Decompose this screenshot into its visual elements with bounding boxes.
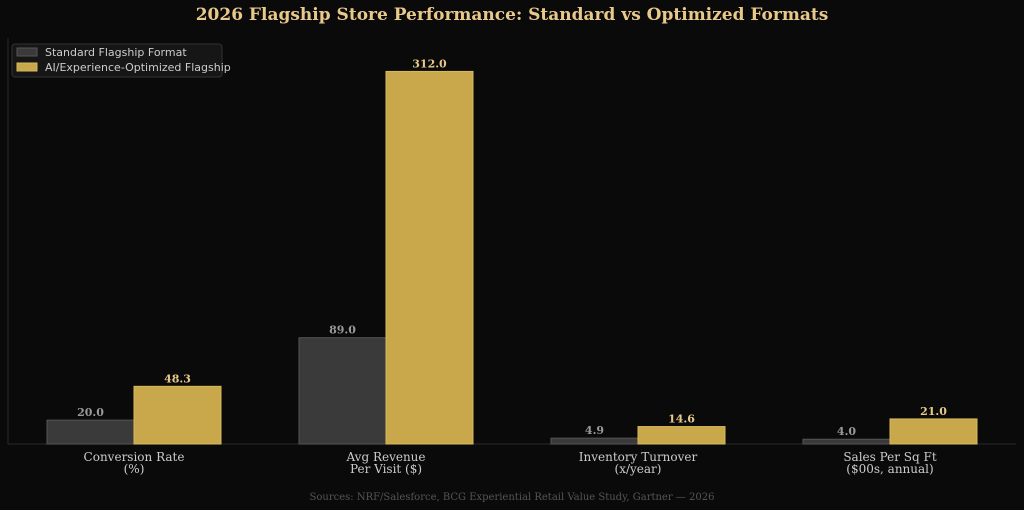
value-label-standard-1: 89.0 (329, 324, 356, 337)
x-tick-label-0-line-0: Conversion Rate (84, 450, 185, 464)
legend-box (11, 43, 223, 78)
value-labels-group: 20.0 48.3 89.0 312.0 4.9 14.6 4.0 21.0 (77, 57, 947, 438)
bars-group (46, 70, 978, 445)
bar-standard-0 (46, 419, 135, 445)
value-label-optimized-1: 312.0 (412, 57, 447, 70)
x-tick-label-3-line-0: Sales Per Sq Ft (843, 450, 937, 464)
value-label-standard-0: 20.0 (77, 406, 104, 419)
bar-optimized-3 (889, 418, 978, 445)
value-label-optimized-2: 14.6 (668, 413, 695, 426)
legend: Standard Flagship Format AI/Experience-O… (11, 43, 231, 78)
legend-label-standard: Standard Flagship Format (45, 46, 187, 59)
bar-optimized-0 (133, 385, 222, 445)
value-label-standard-3: 4.0 (837, 425, 856, 438)
plot-area: 20.0 48.3 89.0 312.0 4.9 14.6 4.0 21.0 Conversi… (7, 38, 1016, 476)
bar-optimized-2 (637, 426, 726, 445)
x-tick-label-3-line-1: ($00s, annual) (846, 462, 933, 476)
value-label-optimized-3: 21.0 (920, 405, 947, 418)
bar-standard-2 (550, 437, 639, 445)
chart-title: 2026 Flagship Store Performance: Standar… (196, 5, 829, 25)
legend-label-optimized: AI/Experience-Optimized Flagship (45, 61, 231, 74)
value-label-optimized-0: 48.3 (164, 372, 191, 385)
bar-standard-3 (802, 438, 891, 445)
legend-swatch-optimized (16, 62, 38, 72)
x-tick-label-1-line-1: Per Visit ($) (350, 462, 422, 476)
bar-optimized-1 (385, 70, 474, 445)
source-note: Sources: NRF/Salesforce, BCG Experientia… (310, 492, 715, 503)
x-tick-label-0-line-1: (%) (124, 462, 145, 476)
x-tick-label-2-line-1: (x/year) (615, 462, 662, 476)
value-label-standard-2: 4.9 (585, 424, 604, 437)
x-tick-label-1-line-0: Avg Revenue (345, 450, 425, 464)
bar-standard-1 (298, 337, 387, 445)
legend-swatch-standard (16, 47, 38, 57)
x-tick-label-2-line-0: Inventory Turnover (579, 450, 698, 464)
